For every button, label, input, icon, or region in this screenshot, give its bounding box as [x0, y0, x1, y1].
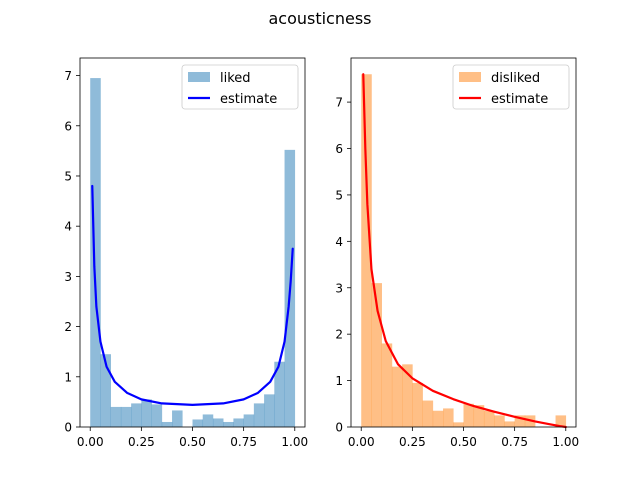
- histogram-bar: [473, 405, 485, 427]
- histogram-bar: [192, 419, 204, 427]
- histogram-bar: [432, 410, 444, 427]
- y-tick-label: 1: [335, 374, 343, 388]
- y-tick-label: 6: [64, 119, 72, 133]
- histogram-bar: [422, 400, 434, 427]
- histogram-liked: [90, 78, 296, 427]
- axes-frame: [79, 57, 306, 428]
- histogram-bar: [253, 403, 265, 427]
- x-tick-label: 1.00: [281, 435, 308, 449]
- x-tick-label: 0.50: [179, 435, 206, 449]
- panel-disliked: 0.00 0.25 0.50 0.75 1.00 0 1 2 3 4 5 6 7 disliked esti…: [335, 57, 579, 449]
- y-tick-label: 2: [64, 320, 72, 334]
- histogram-bar: [100, 354, 111, 427]
- histogram-bar: [391, 366, 403, 427]
- y-tick-label: 3: [64, 270, 72, 284]
- histogram-bar: [555, 415, 567, 427]
- y-tick-label: 6: [335, 142, 343, 156]
- x-tick-label: 0.25: [399, 435, 426, 449]
- legend-box: [181, 64, 299, 110]
- histogram-bar: [371, 283, 382, 427]
- y-tick-label: 7: [64, 69, 72, 83]
- legend-box: [452, 64, 570, 110]
- y-tick-label: 5: [335, 188, 343, 202]
- x-tick-label: 0.75: [501, 435, 528, 449]
- y-tick-label: 5: [64, 169, 72, 183]
- legend-label-curve: estimate: [491, 92, 548, 107]
- histogram-disliked: [361, 74, 567, 427]
- x-tick-label: 1.00: [552, 435, 579, 449]
- legend-label-histogram: liked: [220, 71, 251, 86]
- histogram-bar: [151, 404, 163, 427]
- x-tick-label: 0.25: [128, 435, 155, 449]
- y-tick-label: 0: [335, 421, 343, 435]
- legend-swatch-histogram: [459, 72, 481, 82]
- legend: liked estimate: [181, 64, 299, 110]
- x-tick-label: 0.75: [230, 435, 257, 449]
- y-tick-label: 4: [335, 235, 343, 249]
- histogram-bar: [212, 418, 224, 427]
- histogram-bar: [131, 403, 142, 427]
- panel-liked: 0.00 0.25 0.50 0.75 1.00 0 1 2 3 4 5 6 7 liked estimat…: [64, 57, 308, 449]
- histogram-bar: [141, 399, 152, 427]
- x-tick-label: 0.50: [450, 435, 477, 449]
- histogram-bar: [120, 406, 132, 427]
- histogram-bar: [504, 421, 515, 427]
- histogram-bar: [233, 418, 244, 427]
- histogram-bar: [381, 343, 393, 427]
- histogram-bar: [361, 74, 372, 427]
- y-tick-label: 2: [335, 328, 343, 342]
- histogram-bar: [274, 361, 285, 427]
- histogram-bar: [90, 78, 101, 427]
- figure-title: acousticness: [268, 9, 371, 28]
- y-tick-label: 0: [64, 421, 72, 435]
- y-tick-label: 3: [335, 281, 343, 295]
- histogram-bar: [483, 410, 495, 427]
- legend-swatch-histogram: [188, 72, 210, 82]
- histogram-bar: [463, 403, 475, 427]
- y-tick-label: 7: [335, 96, 343, 110]
- x-tick-label: 0.00: [348, 435, 375, 449]
- estimate-curve: [91, 184, 294, 407]
- x-tick-label: 0.00: [77, 435, 104, 449]
- y-tick-label: 4: [64, 220, 72, 234]
- histogram-bar: [110, 406, 122, 427]
- y-tick-label: 1: [64, 370, 72, 384]
- histogram-bar: [453, 422, 464, 427]
- legend: disliked estimate: [452, 64, 570, 110]
- histogram-bar: [514, 415, 526, 427]
- histogram-bar: [402, 364, 413, 427]
- legend-label-curve: estimate: [220, 92, 277, 107]
- histogram-bar: [443, 408, 454, 427]
- histogram-bar: [172, 410, 183, 427]
- estimate-curve: [362, 73, 567, 429]
- histogram-bar: [202, 414, 214, 427]
- histogram-bar: [412, 382, 423, 427]
- histogram-bar: [264, 394, 275, 427]
- histogram-bar: [243, 414, 255, 427]
- histogram-bar: [223, 421, 234, 427]
- histogram-bar: [161, 421, 173, 427]
- legend-label-histogram: disliked: [491, 71, 540, 86]
- histogram-bar: [494, 415, 505, 427]
